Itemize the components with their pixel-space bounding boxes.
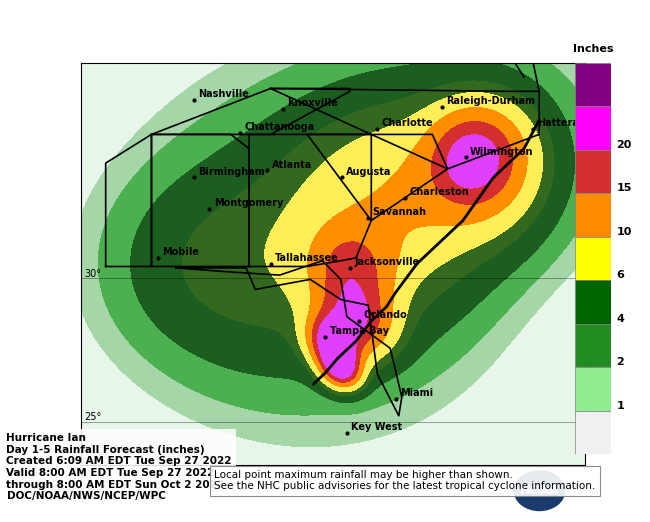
Text: Wilmington: Wilmington — [470, 147, 534, 157]
Text: Hurricane Ian
Day 1-5 Rainfall Forecast (inches)
Created 6:09 AM EDT Tue Sep 27 : Hurricane Ian Day 1-5 Rainfall Forecast … — [6, 433, 232, 501]
Bar — [575, 280, 611, 324]
Text: 4: 4 — [616, 314, 624, 324]
Bar — [575, 367, 611, 411]
Text: 15: 15 — [616, 183, 632, 193]
Text: 30°: 30° — [84, 268, 101, 279]
Bar — [575, 324, 611, 367]
Text: Jacksonville: Jacksonville — [354, 257, 419, 267]
Text: 25°: 25° — [84, 412, 101, 422]
Circle shape — [512, 469, 567, 513]
Text: Inches: Inches — [573, 44, 614, 54]
Text: Orlando: Orlando — [363, 310, 407, 321]
Bar — [575, 236, 611, 280]
Text: 6: 6 — [616, 270, 624, 280]
Text: Augusta: Augusta — [346, 167, 391, 177]
Text: Atlanta: Atlanta — [272, 160, 312, 170]
Text: Key West: Key West — [351, 422, 402, 432]
Text: Mobile: Mobile — [162, 247, 199, 257]
Text: 10: 10 — [616, 227, 632, 236]
Text: Tallahassee: Tallahassee — [275, 253, 339, 263]
Text: Miami: Miami — [400, 388, 433, 398]
Text: Raleigh-Durham: Raleigh-Durham — [446, 97, 535, 106]
Text: Knoxville: Knoxville — [287, 98, 338, 108]
Text: Hatteras: Hatteras — [538, 118, 585, 128]
Text: Chattanooga: Chattanooga — [244, 122, 315, 132]
Text: Nashville: Nashville — [198, 89, 249, 99]
Text: Savannah: Savannah — [372, 207, 426, 217]
Bar — [575, 150, 611, 193]
Text: Birmingham: Birmingham — [198, 167, 265, 177]
Text: NOAA: NOAA — [519, 484, 560, 497]
Bar — [575, 411, 611, 454]
Text: 2: 2 — [616, 357, 624, 367]
Text: Montgomery: Montgomery — [214, 198, 283, 208]
Text: 1: 1 — [616, 401, 624, 411]
Text: 20: 20 — [616, 140, 632, 150]
Bar — [575, 63, 611, 106]
Text: Tampa Bay: Tampa Bay — [330, 326, 389, 336]
Text: Charleston: Charleston — [409, 187, 469, 197]
Text: Charlotte: Charlotte — [382, 118, 433, 128]
Bar — [575, 193, 611, 236]
Bar — [575, 106, 611, 150]
Text: Local point maximum rainfall may be higher than shown.
See the NHC public adviso: Local point maximum rainfall may be high… — [214, 470, 596, 491]
